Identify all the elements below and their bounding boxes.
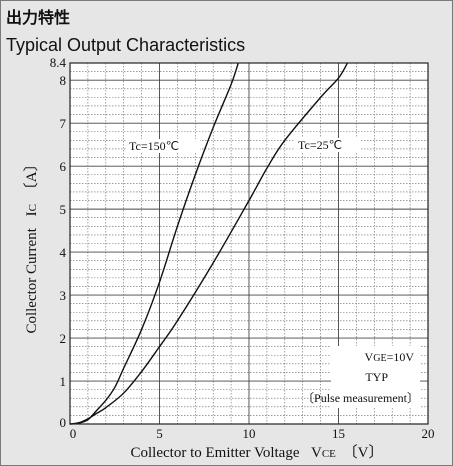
curve-tc25 xyxy=(69,62,349,425)
curves xyxy=(69,62,349,425)
x-tick-label: 5 xyxy=(156,426,163,441)
y-tick-label: 5 xyxy=(60,202,67,217)
y-axis-label: Collector Current IC 〔A〕 xyxy=(23,156,40,333)
y-tick-label: 0 xyxy=(60,415,67,430)
x-tick-label: 0 xyxy=(70,426,77,441)
annotation-pulse: 〔Pulse measurement〕 xyxy=(302,391,419,405)
y-tick-label: 8 xyxy=(60,73,67,88)
y-tick-label: 2 xyxy=(60,331,67,346)
series-label-tc25: Tc=25℃ xyxy=(298,138,342,152)
annotation-background xyxy=(331,346,420,408)
chart-subtitle: Typical Output Characteristics xyxy=(6,35,246,55)
y-tick-label: 3 xyxy=(60,288,67,303)
y-tick-label: 1 xyxy=(60,374,67,389)
x-axis-label: Collector to Emitter Voltage VCE 〔V〕 xyxy=(131,444,384,461)
y-tick-label: 4 xyxy=(60,245,67,260)
series-label-background xyxy=(295,138,361,152)
annotation-typ: TYP xyxy=(365,370,388,384)
series-label-background xyxy=(126,139,200,153)
x-tick-label: 10 xyxy=(243,426,256,441)
y-tick-label: 8.4 xyxy=(50,55,67,70)
chart-title-japanese: 出力特性 xyxy=(6,8,71,27)
x-tick-label: 20 xyxy=(422,426,435,441)
annotation-vge: VGE=10V xyxy=(365,350,415,364)
y-tick-label: 7 xyxy=(60,116,67,131)
tick-labels: 0 5 10 15 20 0 1 2 3 4 5 6 7 8 8.4 xyxy=(50,55,435,441)
plot-border xyxy=(69,62,429,425)
x-tick-label: 15 xyxy=(332,426,345,441)
y-tick-label: 6 xyxy=(60,159,67,174)
series-label-tc150: Tc=150℃ xyxy=(129,139,179,153)
